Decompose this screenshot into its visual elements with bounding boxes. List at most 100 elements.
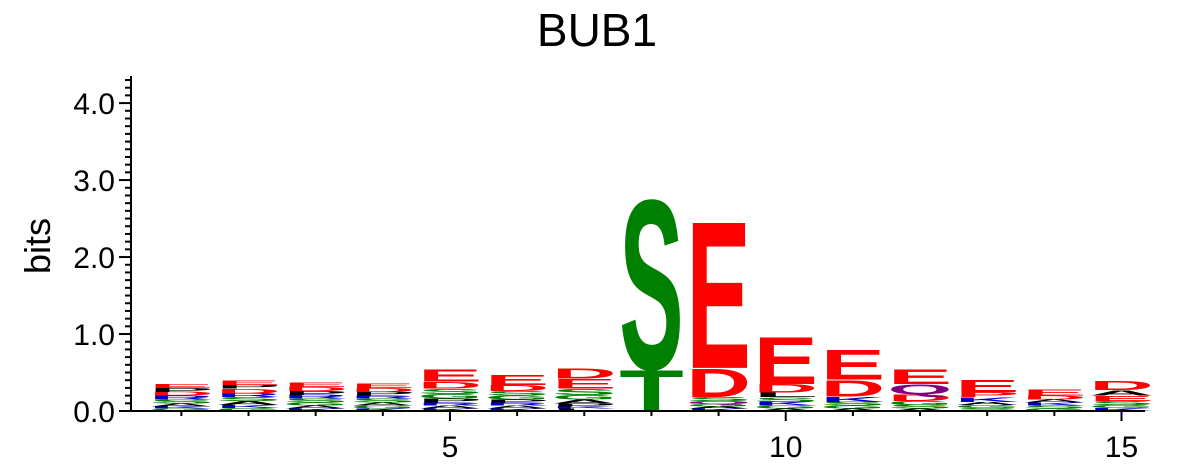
glyph-A: A xyxy=(351,402,415,407)
glyph-G: G xyxy=(1089,404,1153,409)
glyph-P: P xyxy=(552,403,616,408)
glyph-D: D xyxy=(754,382,818,395)
glyph-G: G xyxy=(1022,408,1086,412)
glyph-G: G xyxy=(686,404,750,408)
glyph-D: D xyxy=(552,365,616,382)
position-8-stack: TS xyxy=(619,151,683,425)
glyph-K: K xyxy=(821,395,886,403)
glyph-A: A xyxy=(754,408,818,412)
chart-title: BUB1 xyxy=(537,4,657,56)
glyph-K: K xyxy=(1089,407,1154,412)
glyph-K: K xyxy=(686,408,751,412)
glyph-E: E xyxy=(888,365,952,389)
glyph-K: K xyxy=(149,406,214,410)
glyph-S: S xyxy=(1022,405,1086,410)
glyph-E: E xyxy=(821,341,885,389)
glyph-S: S xyxy=(216,396,280,402)
glyph-D: D xyxy=(351,387,415,393)
glyph-P: P xyxy=(955,390,1019,398)
glyph-K: K xyxy=(955,396,1020,403)
glyph-A: A xyxy=(485,405,549,410)
glyph-R: R xyxy=(149,395,213,401)
glyph-E: E xyxy=(418,366,482,385)
glyph-D: D xyxy=(888,393,952,404)
glyph-G: G xyxy=(149,408,213,412)
glyph-S: S xyxy=(552,387,616,397)
glyph-S: S xyxy=(485,390,549,397)
glyph-P: P xyxy=(283,390,347,396)
glyph-S: S xyxy=(888,404,952,410)
glyph-L: L xyxy=(754,391,818,398)
glyph-E: E xyxy=(686,178,750,413)
glyph-E: E xyxy=(552,376,616,392)
glyph-D: D xyxy=(418,380,482,391)
glyph-D: D xyxy=(485,383,549,392)
glyph-K: K xyxy=(485,408,550,412)
x-tick-label: 15 xyxy=(1105,431,1138,464)
glyph-E: E xyxy=(1022,388,1086,398)
glyph-R: R xyxy=(351,395,415,400)
glyph-K: K xyxy=(351,408,416,412)
letter-stacks: GKASRDPEGKASRDPEKAGSRPDEKGASRPDEKARPGSDE… xyxy=(149,151,1154,425)
glyph-G: G xyxy=(888,400,952,406)
y-tick-label: 4.0 xyxy=(73,88,115,121)
glyph-A: A xyxy=(216,400,280,406)
glyph-D: D xyxy=(686,360,750,406)
glyph-D: D xyxy=(216,388,280,395)
glyph-G: G xyxy=(754,405,818,410)
glyph-G: G xyxy=(418,393,482,400)
glyph-S: S xyxy=(955,407,1019,412)
glyph-Q: Q xyxy=(888,381,952,397)
glyph-Q: Q xyxy=(686,400,750,405)
glyph-G: G xyxy=(216,407,280,412)
glyph-A: A xyxy=(1089,389,1153,397)
x-tick-label: 10 xyxy=(769,431,802,464)
glyph-A: A xyxy=(955,401,1019,406)
glyph-S: S xyxy=(1089,400,1153,406)
glyph-D: D xyxy=(821,375,885,401)
glyph-R: R xyxy=(485,402,549,407)
y-tick-label: 2.0 xyxy=(73,242,115,275)
glyph-A: A xyxy=(149,403,213,408)
glyph-G: G xyxy=(821,405,885,410)
glyph-S: S xyxy=(418,387,482,395)
glyph-R: R xyxy=(418,402,482,407)
glyph-D: D xyxy=(1089,379,1153,393)
y-tick-label: 1.0 xyxy=(73,319,115,352)
glyph-E: E xyxy=(149,383,213,389)
glyph-A: A xyxy=(418,405,482,410)
glyph-E: E xyxy=(216,379,280,386)
glyph-E: E xyxy=(1089,394,1153,402)
glyph-G: G xyxy=(485,395,549,401)
glyph-P: P xyxy=(485,399,549,404)
glyph-A: A xyxy=(283,405,347,410)
glyph-S: S xyxy=(149,398,213,404)
glyph-D: D xyxy=(1022,395,1086,401)
glyph-S: S xyxy=(351,398,415,404)
glyph-L: L xyxy=(552,408,616,412)
glyph-K: K xyxy=(1022,402,1087,407)
glyph-K: K xyxy=(216,404,281,409)
glyph-A: A xyxy=(821,408,885,412)
glyph-P: P xyxy=(149,387,213,393)
glyph-P: P xyxy=(418,398,482,404)
glyph-A: A xyxy=(552,399,616,405)
glyph-S: S xyxy=(754,396,818,403)
glyph-G: G xyxy=(283,402,347,407)
glyph-P: P xyxy=(216,384,280,390)
y-axis-label: bits xyxy=(17,218,58,274)
x-tick-label: 5 xyxy=(442,431,459,464)
